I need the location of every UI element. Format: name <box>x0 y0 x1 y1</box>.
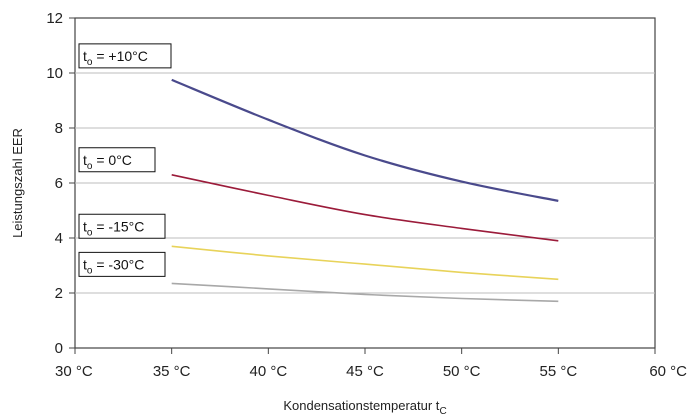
y-axis-ticks: 0 2 4 6 8 10 12 <box>46 10 75 357</box>
series-label-text: to = -30°C <box>83 256 144 276</box>
series-label-box <box>78 251 166 277</box>
x-axis-title-sub: C <box>439 406 446 416</box>
x-tick-label: 55 °C <box>539 363 577 380</box>
x-axis-title: Kondensationstemperatur tC <box>283 398 446 416</box>
x-tick-label: 60 °C <box>649 363 687 380</box>
y-tick-label: 8 <box>55 120 63 137</box>
series-label-box <box>78 43 172 69</box>
series-lines <box>171 78 559 303</box>
y-tick-label: 4 <box>55 230 63 247</box>
series-line-3 <box>171 245 559 281</box>
series-labels: to = +10°C to = 0°C to = -15°C to = -30°C <box>78 43 172 277</box>
series-label-text: to = +10°C <box>83 48 148 68</box>
series-label-box <box>78 213 166 239</box>
y-tick-label: 12 <box>46 10 63 27</box>
x-tick-label: 45 °C <box>346 363 384 380</box>
series-line-1 <box>171 78 559 202</box>
y-axis-title: Leistungszahl EER <box>10 128 25 238</box>
series-label-box <box>78 147 156 173</box>
x-axis-title-main: Kondensationstemperatur t <box>283 398 439 413</box>
series-label-3: to = -15°C <box>78 213 166 239</box>
x-tick-label: 30 °C <box>55 363 93 380</box>
x-axis-ticks: 30 °C 35 °C 40 °C 45 °C 50 °C 55 °C 60 °C <box>55 348 687 380</box>
series-label-text: to = -15°C <box>83 218 144 238</box>
x-tick-label: 35 °C <box>153 363 191 380</box>
y-tick-label: 10 <box>46 65 63 82</box>
series-label-4: to = -30°C <box>78 251 166 277</box>
y-tick-label: 6 <box>55 175 63 192</box>
grid-lines <box>75 72 655 294</box>
x-tick-label: 40 °C <box>249 363 287 380</box>
series-label-2: to = 0°C <box>78 147 156 173</box>
x-tick-label: 50 °C <box>443 363 481 380</box>
series-label-text: to = 0°C <box>83 152 132 172</box>
series-line-2 <box>171 174 559 242</box>
y-tick-label: 0 <box>55 340 63 357</box>
y-tick-label: 2 <box>55 285 63 302</box>
series-line-4 <box>171 282 559 303</box>
series-label-1: to = +10°C <box>78 43 172 69</box>
